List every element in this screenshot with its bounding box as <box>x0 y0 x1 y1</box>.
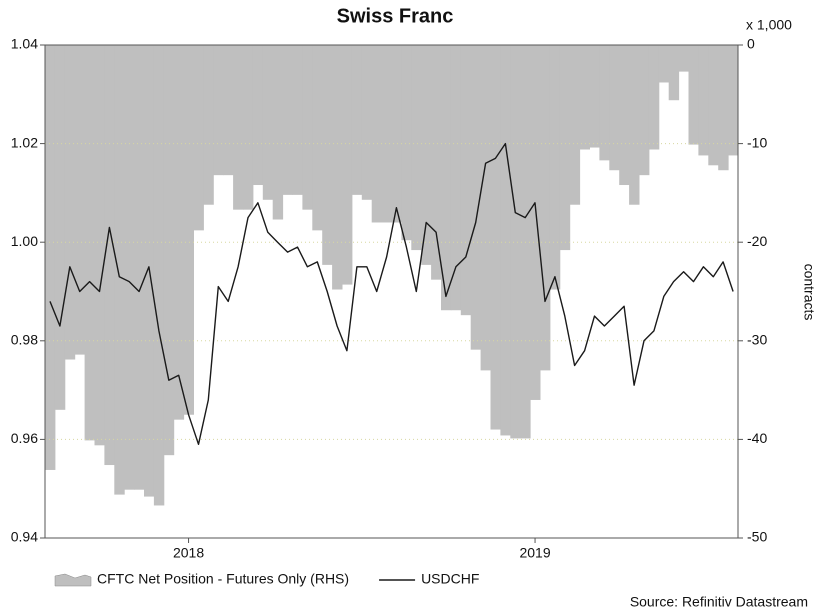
y2-tick-label: -40 <box>747 430 767 446</box>
y-tick-label: 0.96 <box>11 430 38 446</box>
area-step <box>312 45 323 231</box>
source-note: Source: Refinitiv Datastream <box>630 594 808 610</box>
area-step <box>163 45 175 456</box>
y-tick-label: 0.98 <box>11 332 38 348</box>
area-step <box>480 45 491 371</box>
y2-tick-label: -10 <box>747 134 767 150</box>
area-step <box>639 45 650 176</box>
area-step <box>351 45 363 195</box>
area-step <box>183 45 194 415</box>
area-step <box>203 45 214 205</box>
area-step <box>708 45 719 166</box>
area-step <box>678 45 689 72</box>
area-step <box>124 45 135 490</box>
area-step <box>629 45 640 205</box>
chart-title: Swiss Franc <box>337 5 454 27</box>
area-step <box>540 45 551 371</box>
area-step <box>332 45 343 290</box>
area-step <box>609 45 620 171</box>
area-step <box>342 45 353 285</box>
area-step <box>243 45 254 210</box>
area-step <box>223 45 234 176</box>
area-step <box>262 45 274 200</box>
area-step <box>460 45 472 316</box>
area-step <box>688 45 699 145</box>
area-step <box>153 45 165 506</box>
area-step <box>421 45 432 265</box>
area-step <box>450 45 462 311</box>
area-step <box>302 45 313 210</box>
area-step <box>391 45 402 223</box>
area-step <box>173 45 185 420</box>
area-step <box>530 45 541 400</box>
area-step <box>94 45 105 446</box>
y2-axis-label: contracts <box>801 264 817 321</box>
area-step <box>668 45 680 101</box>
area-step <box>431 45 442 280</box>
area-step <box>559 45 571 251</box>
area-step <box>490 45 501 430</box>
area-step <box>114 45 125 495</box>
area-step <box>74 45 86 355</box>
legend-label: CFTC Net Position - Futures Only (RHS) <box>97 571 349 587</box>
area-step <box>579 45 590 150</box>
legend-label: USDCHF <box>421 571 479 587</box>
area-step <box>381 45 392 223</box>
area-step <box>322 45 333 265</box>
y-tick-label: 1.02 <box>11 134 38 150</box>
area-step <box>658 45 670 83</box>
y-tick-label: 1.04 <box>11 36 38 52</box>
area-step <box>510 45 521 439</box>
area-step <box>272 45 284 220</box>
area-step <box>213 45 224 176</box>
area-step <box>54 45 66 410</box>
y2-tick-label: -20 <box>747 233 767 249</box>
area-step <box>599 45 610 161</box>
area-step <box>282 45 293 195</box>
area-step <box>193 45 204 231</box>
y2-tick-label: -30 <box>747 332 767 348</box>
y2-tick-label: -50 <box>747 529 767 545</box>
area-step <box>64 45 76 360</box>
area-step <box>500 45 511 436</box>
area-step <box>371 45 383 223</box>
area-step <box>648 45 660 150</box>
area-step <box>233 45 244 210</box>
area-step <box>441 45 452 311</box>
legend-swatch <box>54 573 92 587</box>
area-step <box>718 45 729 171</box>
y2-tick-label: 0 <box>747 36 755 52</box>
area-step <box>698 45 709 156</box>
area-step <box>252 45 264 186</box>
area-step <box>549 45 561 290</box>
area-step <box>292 45 303 195</box>
area-step <box>401 45 412 241</box>
plot-frame <box>44 44 739 539</box>
y2-multiplier: x 1,000 <box>746 17 792 33</box>
area-step <box>728 45 739 156</box>
x-tick-label: 2019 <box>519 545 550 561</box>
area-step <box>134 45 145 490</box>
area-step <box>361 45 373 200</box>
area-step <box>45 45 56 470</box>
area-step <box>619 45 630 186</box>
area-step <box>569 45 581 205</box>
area-step <box>411 45 422 251</box>
x-tick-label: 2018 <box>173 545 204 561</box>
line-series <box>49 142 734 445</box>
area-step <box>104 45 115 466</box>
area-step <box>589 45 600 148</box>
area-step <box>470 45 482 350</box>
y-tick-label: 0.94 <box>11 529 38 545</box>
y-tick-label: 1.00 <box>11 233 38 249</box>
